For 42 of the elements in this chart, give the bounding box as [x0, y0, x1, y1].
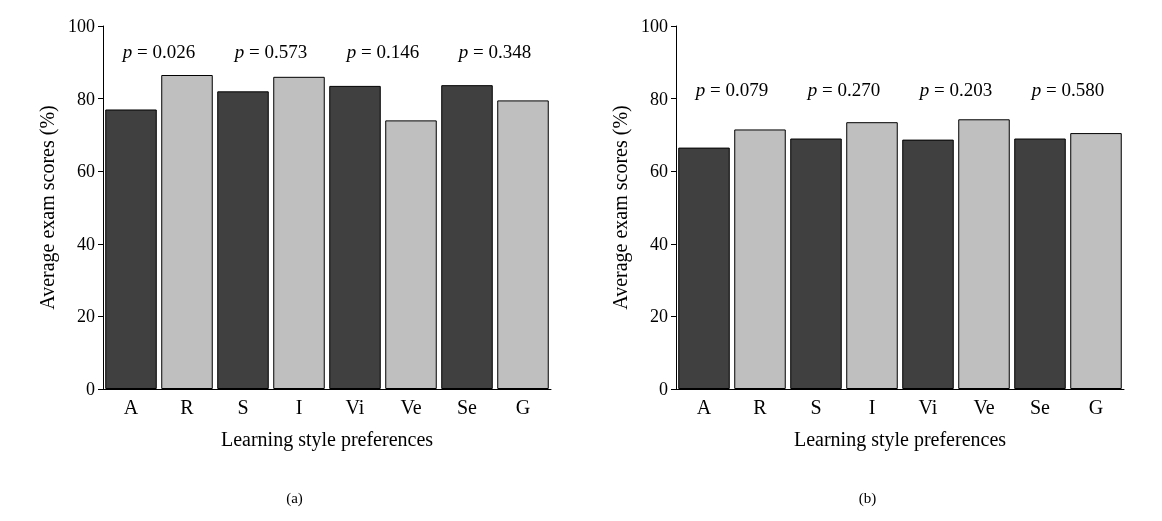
y-tick-label: 60	[650, 161, 668, 182]
x-axis-title: Learning style preferences	[793, 428, 1007, 451]
y-tick-label: 100	[641, 16, 668, 36]
x-axis-title: Learning style preferences	[220, 428, 434, 451]
annotation: p = 0.580	[1029, 79, 1105, 101]
annotation: p = 0.203	[917, 79, 993, 101]
x-tick-label: G	[1088, 396, 1104, 418]
x-tick-label: A	[696, 396, 712, 418]
x-tick-label: I	[868, 396, 876, 418]
y-axis-title: Average exam scores (%)	[609, 105, 633, 310]
annotation: p = 0.079	[693, 79, 769, 101]
x-tick-label: G	[515, 396, 531, 418]
text: (a)	[286, 489, 303, 507]
y-tick-label: 40	[77, 233, 95, 254]
x-tick-label: Vi	[345, 396, 365, 418]
x-tick-label: Ve	[400, 396, 422, 418]
y-tick-label: 20	[77, 306, 95, 327]
x-tick-label: R	[180, 396, 195, 418]
y-tick-label: 100	[68, 16, 95, 36]
x-tick-label: Se	[1030, 396, 1051, 418]
x-tick-label: I	[295, 396, 303, 418]
x-tick-label: R	[753, 396, 768, 418]
y-tick-label: 0	[86, 379, 95, 399]
annotation: p = 0.270	[805, 79, 881, 101]
annotation: p = 0.573	[232, 40, 308, 62]
y-tick-label: 80	[650, 88, 668, 109]
y-tick-label: 40	[650, 233, 668, 254]
x-tick-label: S	[237, 396, 249, 418]
annotation: p = 0.026	[120, 40, 196, 62]
x-tick-label: S	[810, 396, 822, 418]
x-tick-label: Vi	[918, 396, 938, 418]
x-tick-label: Se	[457, 396, 478, 418]
y-tick-label: 60	[77, 161, 95, 182]
y-axis-title: Average exam scores (%)	[36, 105, 60, 310]
annotation: p = 0.146	[344, 40, 420, 62]
y-tick-label: 20	[650, 306, 668, 327]
y-tick-label: 0	[659, 379, 668, 399]
x-tick-label: A	[123, 396, 139, 418]
x-tick-label: Ve	[973, 396, 995, 418]
y-tick-label: 80	[77, 88, 95, 109]
text: (b)	[858, 489, 877, 507]
annotation: p = 0.348	[456, 40, 532, 62]
